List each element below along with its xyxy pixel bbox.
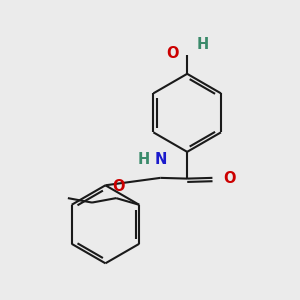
Text: H: H	[196, 38, 209, 52]
Text: O: O	[223, 171, 235, 186]
Text: N: N	[155, 152, 167, 167]
Text: O: O	[112, 179, 124, 194]
Text: O: O	[167, 46, 179, 61]
Text: H: H	[138, 152, 150, 167]
